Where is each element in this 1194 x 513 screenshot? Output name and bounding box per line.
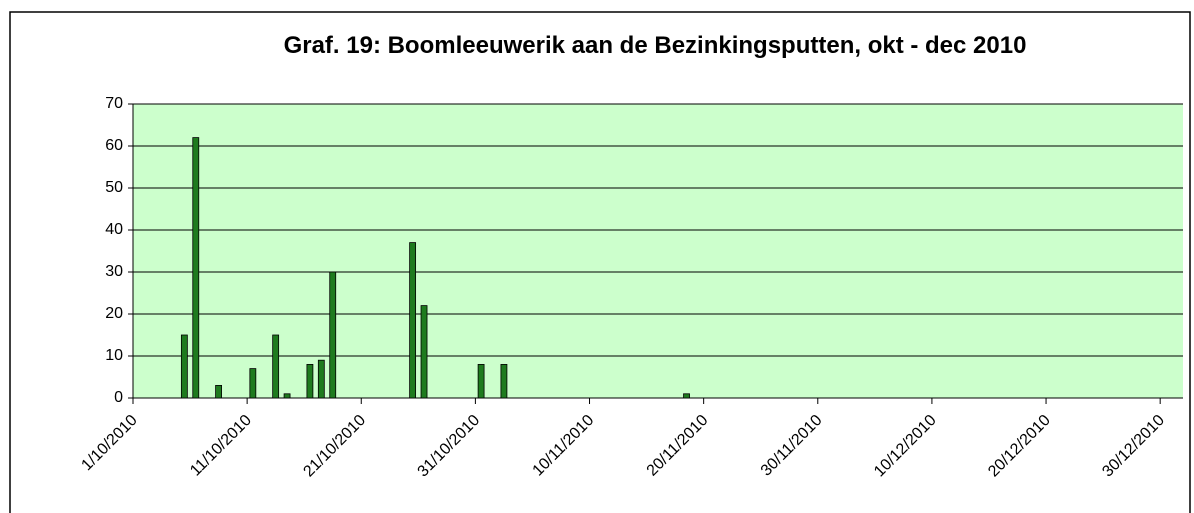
plot-area (133, 104, 1183, 398)
bar (272, 334, 280, 399)
y-tick-label: 60 (105, 137, 123, 154)
bar (500, 363, 508, 399)
y-tick-label: 10 (105, 347, 123, 364)
y-tick-label: 20 (105, 305, 123, 322)
bar (180, 334, 188, 399)
y-tick-label: 50 (105, 179, 123, 196)
y-tick-label: 70 (105, 95, 123, 112)
bar (306, 363, 314, 399)
bar (409, 242, 417, 399)
y-tick-label: 40 (105, 221, 123, 238)
bar (420, 305, 428, 399)
bar (249, 368, 257, 399)
y-tick-label: 30 (105, 263, 123, 280)
bar (683, 393, 690, 399)
bar (283, 393, 291, 399)
bar (192, 137, 200, 399)
bar (477, 363, 485, 399)
y-tick-label: 0 (114, 389, 123, 406)
chart-title: Graf. 19: Boomleeuwerik aan de Bezinking… (283, 32, 1027, 59)
bar (329, 271, 337, 399)
bar (317, 359, 325, 399)
bar (215, 384, 222, 399)
